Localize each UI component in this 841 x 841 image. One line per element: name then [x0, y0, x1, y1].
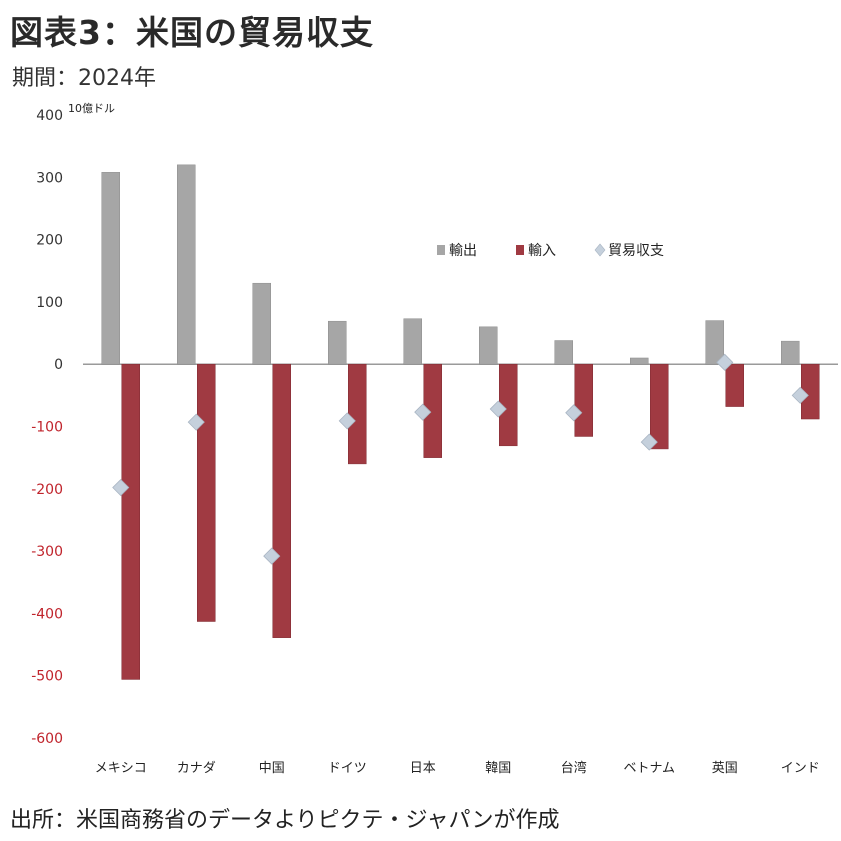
- balance-marker: [791, 386, 809, 404]
- import-bar: [197, 363, 216, 622]
- export-bar: [177, 164, 196, 365]
- import-bar: [121, 363, 140, 680]
- legend-swatch-export: [437, 245, 445, 255]
- y-tick-label: -400: [31, 606, 63, 622]
- balance-marker: [716, 353, 734, 371]
- export-bar: [252, 282, 271, 365]
- balance-marker: [187, 413, 205, 431]
- y-tick-label: -200: [31, 482, 63, 498]
- x-category-label: ベトナム: [623, 761, 675, 776]
- export-bar: [705, 320, 724, 365]
- x-category-label: 日本: [410, 761, 436, 776]
- balance-marker: [338, 412, 356, 430]
- export-bar: [630, 357, 649, 365]
- import-bar: [574, 363, 593, 437]
- x-category-label: 中国: [259, 761, 285, 776]
- x-category-label: インド: [781, 761, 820, 776]
- legend: 輸出 輸入 貿易収支: [437, 243, 664, 259]
- x-category-label: ドイツ: [328, 761, 367, 776]
- x-category-label: 韓国: [485, 761, 511, 776]
- legend-label-import: 輸入: [528, 243, 556, 259]
- export-bar: [328, 320, 347, 365]
- period-label: 期間：2024年: [12, 66, 156, 91]
- balance-marker: [640, 433, 658, 451]
- export-bar: [554, 340, 573, 365]
- balance-marker: [565, 404, 583, 422]
- legend-swatch-balance: [594, 243, 606, 257]
- import-bar: [348, 363, 367, 465]
- x-category-label: 台湾: [561, 760, 587, 776]
- source-note: 出所：米国商務省のデータよりピクテ・ジャパンが作成: [10, 808, 560, 833]
- balance-marker: [112, 478, 130, 497]
- legend-swatch-import: [516, 245, 524, 255]
- import-bar: [272, 363, 291, 638]
- y-tick-label: 300: [36, 170, 63, 186]
- y-tick-label: -100: [31, 420, 63, 436]
- balance-marker: [414, 403, 432, 421]
- x-category-label: カナダ: [177, 761, 216, 776]
- y-tick-label: 100: [36, 295, 63, 311]
- x-category-label: 英国: [712, 761, 738, 776]
- x-category-label: メキシコ: [95, 761, 147, 776]
- export-bar: [781, 340, 800, 365]
- y-tick-label: -500: [31, 669, 63, 685]
- legend-label-export: 輸出: [449, 243, 477, 259]
- import-bar: [650, 363, 669, 450]
- chart-title: 図表3：米国の貿易収支: [10, 13, 374, 52]
- trade-balance-chart: 400 300 200 100 0 -100 -200 -300 -400 -500 -600 10億…: [31, 102, 838, 776]
- export-bar: [101, 172, 120, 365]
- legend-label-balance: 貿易収支: [608, 243, 664, 259]
- y-unit-label: 10億ドル: [68, 102, 115, 115]
- y-tick-label: 400: [36, 108, 63, 124]
- import-bar: [725, 363, 744, 407]
- y-tick-label: -300: [31, 544, 63, 560]
- balance-marker: [489, 400, 507, 418]
- export-bar: [479, 326, 498, 365]
- balance-marker: [263, 547, 281, 565]
- y-tick-label: 200: [36, 233, 63, 249]
- y-tick-label: 0: [54, 357, 63, 373]
- y-tick-label: -600: [31, 731, 63, 747]
- export-bar: [403, 318, 422, 365]
